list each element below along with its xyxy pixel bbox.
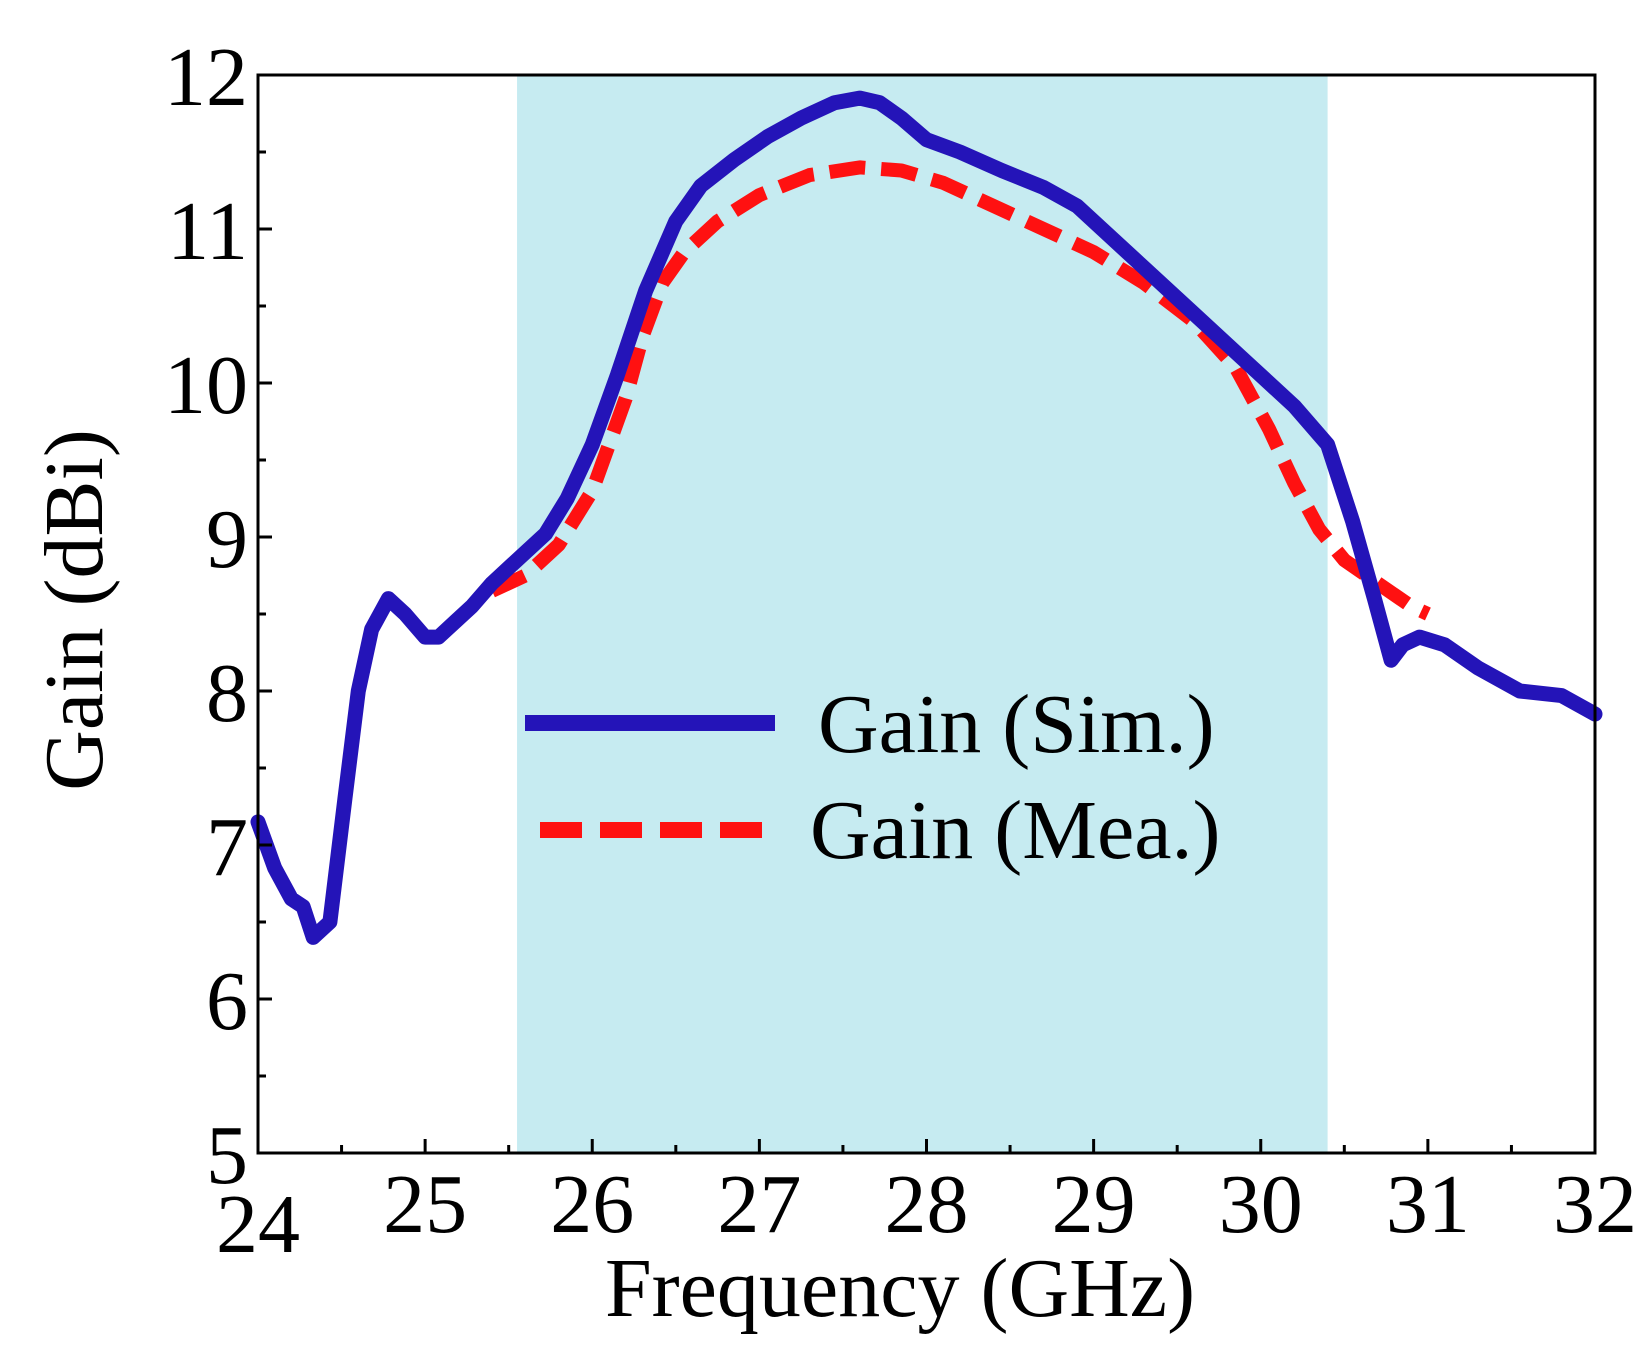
y-axis-title: Gain (dBi) [28,429,121,791]
x-tick-label: 27 [717,1158,801,1251]
y-tick-label: 11 [167,185,248,278]
legend-label-mea: Gain (Mea.) [810,784,1220,877]
x-tick-label: 24 [216,1178,300,1271]
y-tick-label: 5 [206,1109,248,1202]
x-tick-label: 31 [1386,1158,1470,1251]
x-tick-labels: 24 25 26 27 28 29 30 31 32 [216,1158,1637,1271]
y-tick-label: 9 [206,493,248,586]
x-tick-label: 29 [1052,1158,1136,1251]
x-tick-label: 28 [885,1158,969,1251]
y-tick-label: 8 [206,647,248,740]
y-tick-label: 10 [164,339,248,432]
legend: Gain (Sim.) Gain (Mea.) [525,678,1220,877]
x-tick-label: 32 [1553,1158,1637,1251]
x-tick-label: 30 [1219,1158,1303,1251]
y-tick-label: 7 [206,801,248,894]
y-tick-label: 12 [164,31,248,124]
series-layer [250,90,1603,945]
highlight-band [517,75,1328,1153]
series-line-sim [250,90,1603,945]
series-line-mea [489,160,1431,621]
y-tick-labels: 5 6 7 8 9 10 11 12 [164,31,248,1202]
x-axis-title: Frequency (GHz) [605,1242,1195,1335]
legend-label-sim: Gain (Sim.) [818,678,1215,771]
x-tick-label: 25 [383,1158,467,1251]
x-tick-label: 26 [550,1158,634,1251]
ticks-layer [256,73,1597,1155]
y-tick-label: 6 [206,955,248,1048]
